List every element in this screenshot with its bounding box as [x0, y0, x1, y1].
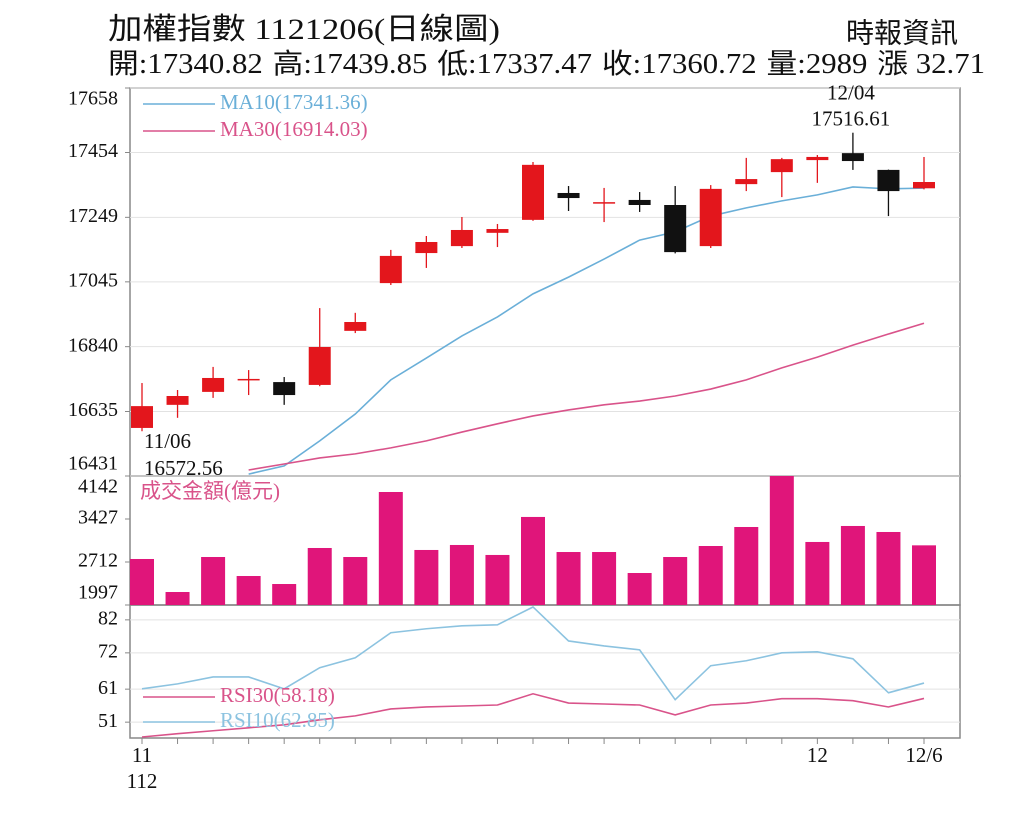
x-tick-label: 11 — [132, 743, 152, 767]
bar — [130, 558, 154, 605]
quote-label: 開: — [108, 49, 147, 80]
candle-body — [664, 205, 687, 253]
quote-label: 低: — [437, 48, 476, 80]
annotation-value: 17516.61 — [812, 107, 891, 131]
series-line — [248, 322, 925, 471]
series-line — [141, 692, 925, 738]
bar — [236, 576, 261, 605]
quote-label: 收: — [602, 48, 641, 80]
candle-body — [628, 199, 651, 206]
candle-body — [593, 202, 616, 204]
y-tick-label: 4142 — [78, 476, 118, 498]
candle-body — [770, 159, 793, 173]
y-tick-label: 3427 — [78, 507, 118, 529]
candle-body — [522, 164, 544, 220]
quote-value: 17340.82 — [147, 49, 262, 80]
quote-value: 2989 — [806, 49, 868, 80]
y-tick-label: 51 — [98, 710, 118, 732]
annotation-label: 12/04 — [827, 81, 875, 105]
annotation-label: 11/06 — [144, 429, 191, 453]
bar — [165, 592, 190, 605]
y-tick-label: 16840 — [68, 334, 118, 356]
candle-body — [486, 229, 509, 233]
quote-value: 17439.85 — [312, 49, 427, 80]
series-line — [248, 186, 925, 475]
y-tick-label: 61 — [98, 677, 118, 699]
candle-body — [841, 153, 864, 162]
bar — [556, 552, 581, 605]
y-tick-label: 1997 — [78, 582, 118, 604]
bar — [627, 573, 652, 605]
x-tick-label: 12 — [807, 743, 828, 767]
bar — [769, 476, 794, 605]
legend-label: MA10(17341.36) — [220, 90, 368, 114]
candle-body — [166, 395, 189, 405]
quote-value: 32.71 — [916, 49, 985, 80]
x-axis-label: 112 — [127, 769, 158, 793]
y-tick-label: 17658 — [68, 88, 118, 110]
y-tick-label: 17454 — [68, 140, 118, 162]
candle-body — [131, 406, 153, 428]
candle-body — [308, 346, 331, 385]
legend-label: MA30(16914.03) — [220, 117, 368, 141]
bar — [307, 547, 332, 605]
candle-body — [450, 229, 473, 247]
legend-label: RSI10(62.85) — [220, 708, 335, 732]
bar — [485, 554, 510, 605]
y-tick-label: 16635 — [68, 399, 118, 421]
candle-body — [273, 382, 296, 396]
candle-body — [557, 192, 580, 199]
y-tick-label: 17249 — [68, 205, 118, 227]
y-tick-label: 16431 — [68, 453, 118, 475]
quote-label: 高: — [273, 48, 312, 80]
bar — [449, 544, 474, 605]
candle-body — [379, 255, 402, 284]
bar — [805, 541, 830, 605]
bar — [592, 552, 617, 605]
bar — [734, 526, 759, 605]
y-tick-label: 72 — [98, 640, 118, 662]
annotation-value: 16572.56 — [144, 456, 223, 480]
candle-body — [202, 377, 225, 392]
bar — [343, 557, 368, 605]
bar — [698, 546, 723, 605]
candle-body — [344, 322, 367, 331]
bar — [876, 531, 901, 605]
y-tick-label: 82 — [98, 607, 118, 629]
chart-title: 加權指數 1121206(日線圖) — [108, 13, 500, 46]
bar — [521, 516, 545, 605]
series-line — [141, 606, 925, 701]
bar — [272, 584, 297, 605]
candle-body — [877, 169, 900, 192]
y-tick-label: 2712 — [78, 550, 118, 572]
quote-line: 開: 17340.82 高: 17439.85 低: 17337.47 收: 17360.72… — [108, 48, 985, 80]
quote-label: 量: — [767, 49, 806, 80]
bar — [201, 557, 226, 605]
quote-label: 漲 — [877, 49, 915, 80]
source: 時報資訊 — [846, 17, 958, 49]
legend-label: RSI30(58.18) — [220, 683, 335, 707]
candle-body — [806, 156, 829, 161]
x-tick-label: 12/6 — [905, 743, 942, 767]
bar — [414, 549, 439, 605]
quote-value: 17360.72 — [641, 49, 756, 80]
candle-body — [415, 241, 438, 254]
quote-value: 17337.47 — [477, 49, 592, 80]
bar — [378, 491, 403, 605]
bar — [840, 525, 865, 605]
candle-body — [913, 182, 935, 189]
bar — [663, 557, 688, 605]
panel-title: 成交金額(億元) — [140, 479, 280, 503]
candle-body — [735, 179, 758, 185]
y-tick-label: 17045 — [68, 269, 118, 291]
bar — [912, 545, 936, 605]
candle-body — [699, 188, 722, 247]
candle-body — [237, 378, 260, 381]
